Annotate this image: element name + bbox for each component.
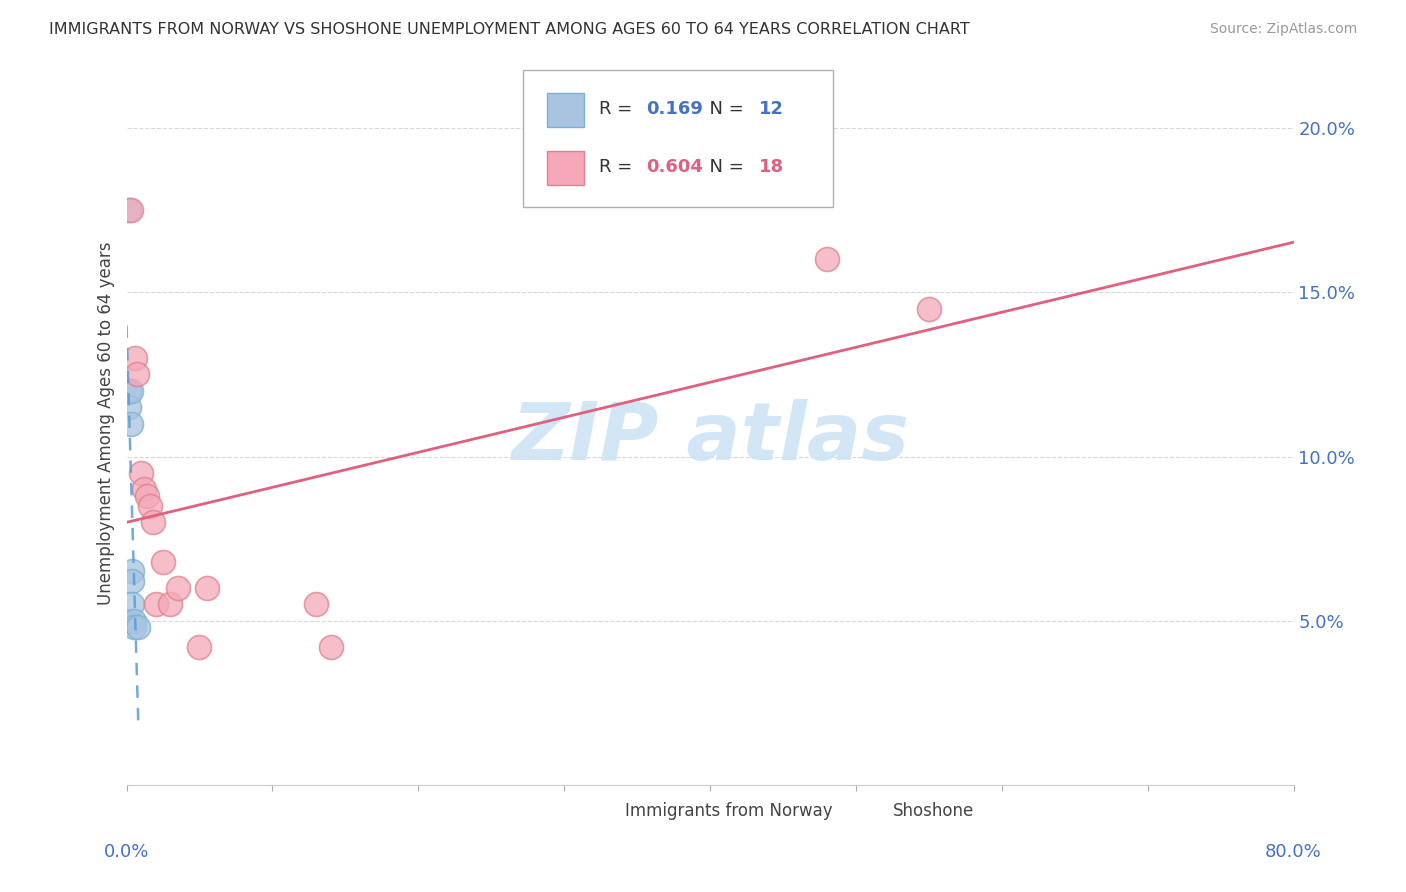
Text: 0.0%: 0.0% [104, 843, 149, 861]
Point [132, 483, 155, 497]
Point [142, 515, 165, 529]
Point [120, 384, 142, 398]
FancyBboxPatch shape [547, 151, 583, 186]
Point [118, 384, 141, 398]
FancyBboxPatch shape [851, 797, 886, 825]
Point [118, 401, 141, 415]
Text: IMMIGRANTS FROM NORWAY VS SHOSHONE UNEMPLOYMENT AMONG AGES 60 TO 64 YEARS CORREL: IMMIGRANTS FROM NORWAY VS SHOSHONE UNEMP… [49, 22, 970, 37]
Point [118, 203, 141, 218]
Point [118, 614, 141, 628]
Point [305, 598, 328, 612]
FancyBboxPatch shape [582, 797, 617, 825]
Text: 80.0%: 80.0% [1265, 843, 1322, 861]
Text: 18: 18 [759, 158, 785, 177]
Text: Shoshone: Shoshone [893, 802, 974, 820]
Point [129, 466, 152, 480]
Point [815, 252, 838, 267]
FancyBboxPatch shape [523, 70, 832, 207]
Text: N =: N = [699, 101, 749, 119]
Text: R =: R = [599, 158, 638, 177]
Point [120, 203, 142, 218]
Text: 12: 12 [759, 101, 785, 119]
Point [122, 620, 145, 634]
Point [121, 565, 143, 579]
Point [124, 351, 146, 365]
Point [121, 574, 143, 589]
Text: Source: ZipAtlas.com: Source: ZipAtlas.com [1209, 22, 1357, 37]
Point [166, 581, 188, 595]
Point [136, 489, 159, 503]
Point [195, 581, 218, 595]
Point [139, 499, 162, 513]
Point [121, 598, 143, 612]
Point [152, 555, 174, 569]
Point [125, 368, 148, 382]
Point [122, 614, 145, 628]
Text: 0.604: 0.604 [645, 158, 703, 177]
Point [319, 640, 342, 654]
FancyBboxPatch shape [547, 93, 583, 128]
Point [188, 640, 211, 654]
Text: R =: R = [599, 101, 638, 119]
Point [127, 620, 149, 634]
Point [145, 598, 167, 612]
Point [918, 301, 941, 316]
Text: ZIP atlas: ZIP atlas [510, 399, 910, 477]
Text: 0.169: 0.169 [645, 101, 703, 119]
Text: Immigrants from Norway: Immigrants from Norway [624, 802, 832, 820]
Point [120, 417, 142, 431]
Text: N =: N = [699, 158, 749, 177]
Y-axis label: Unemployment Among Ages 60 to 64 years: Unemployment Among Ages 60 to 64 years [97, 242, 115, 606]
Point [159, 598, 181, 612]
